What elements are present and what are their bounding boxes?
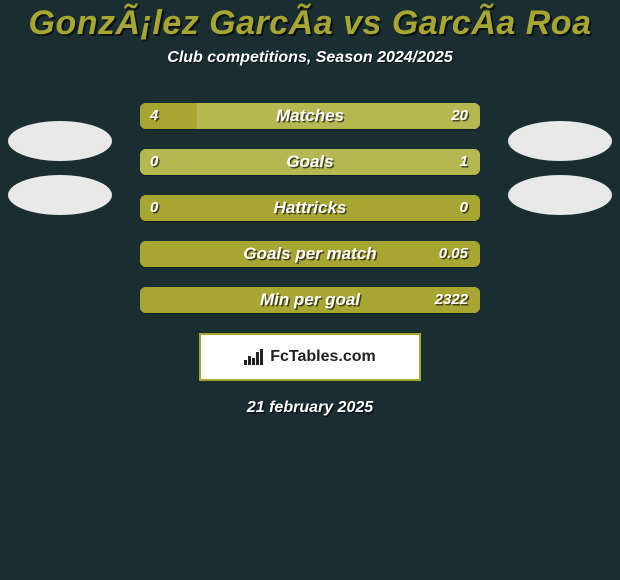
- stat-row: 2322Min per goal: [0, 287, 620, 313]
- footer-date: 21 february 2025: [0, 399, 620, 417]
- page-title: GonzÃ¡lez GarcÃ­a vs GarcÃ­a Roa: [0, 4, 620, 43]
- stat-metric-label: Min per goal: [140, 287, 480, 313]
- brand-bars-icon: [244, 349, 264, 365]
- page-subtitle: Club competitions, Season 2024/2025: [0, 49, 620, 67]
- brand-text: FcTables.com: [270, 348, 376, 366]
- stat-row: 420Matches: [0, 103, 620, 129]
- stat-metric-label: Goals per match: [140, 241, 480, 267]
- brand-badge: FcTables.com: [199, 333, 421, 381]
- stat-metric-label: Hattricks: [140, 195, 480, 221]
- stat-metric-label: Goals: [140, 149, 480, 175]
- stat-row: 01Goals: [0, 149, 620, 175]
- stat-row: 0.05Goals per match: [0, 241, 620, 267]
- stat-metric-label: Matches: [140, 103, 480, 129]
- stat-row: 00Hattricks: [0, 195, 620, 221]
